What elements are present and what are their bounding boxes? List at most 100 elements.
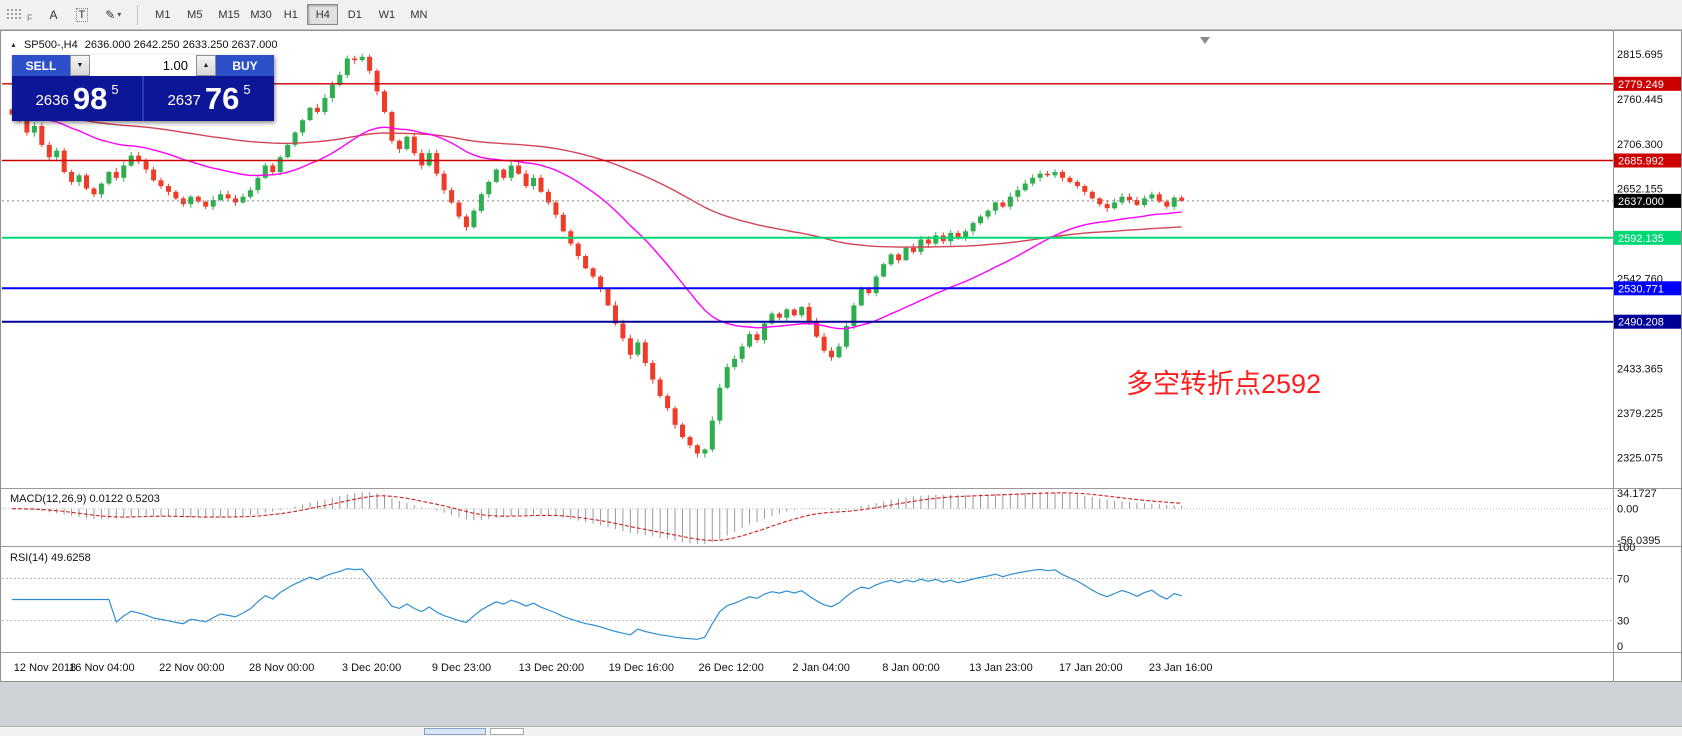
price-badge <box>1614 153 1681 168</box>
timeframe-button-h4[interactable]: H4 <box>307 4 339 25</box>
svg-text:70: 70 <box>1617 574 1629 586</box>
timeframe-button-m15[interactable]: M15 <box>211 4 242 25</box>
svg-text:13 Jan 23:00: 13 Jan 23:00 <box>969 662 1033 674</box>
ma-fast-line <box>11 113 1182 330</box>
svg-text:0.00: 0.00 <box>1617 504 1638 516</box>
svg-text:2325.075: 2325.075 <box>1617 453 1663 465</box>
chart-annotation-text[interactable]: 多空转折点2592 <box>1126 369 1322 399</box>
svg-text:2779.249: 2779.249 <box>1618 79 1664 91</box>
text-box-tool-button[interactable]: T <box>69 4 96 26</box>
svg-text:2815.695: 2815.695 <box>1617 49 1663 61</box>
chevron-down-icon: ▾ <box>117 10 122 19</box>
svg-text:2433.365: 2433.365 <box>1617 363 1663 375</box>
timeframe-button-m5[interactable]: M5 <box>179 4 210 25</box>
ma-slow-line <box>11 113 1182 248</box>
pencil-icon: ✎ <box>105 7 116 22</box>
price-badge <box>1614 281 1681 296</box>
sell-button[interactable]: SELL <box>12 55 70 76</box>
svg-text:12 Nov 2018: 12 Nov 2018 <box>14 662 76 674</box>
svg-text:2592.135: 2592.135 <box>1618 233 1664 245</box>
letter-t-box-icon: T <box>75 7 89 22</box>
main-price-panel[interactable] <box>2 53 1613 458</box>
timeframe-button-m1[interactable]: M1 <box>147 4 178 25</box>
timeframe-button-h1[interactable]: H1 <box>275 4 306 25</box>
trade-controls-row: SELL ▼ ▲ BUY <box>12 55 274 76</box>
svg-text:3 Dec 20:00: 3 Dec 20:00 <box>342 662 401 674</box>
svg-text:2379.225: 2379.225 <box>1617 408 1663 420</box>
symbol-timeframe-label: SP500-,H4 <box>23 39 78 51</box>
volume-increase-button[interactable]: ▲ <box>196 55 216 76</box>
svg-text:23 Jan 16:00: 23 Jan 16:00 <box>1149 662 1213 674</box>
buy-price-frac: 5 <box>243 82 251 97</box>
svg-text:34.1727: 34.1727 <box>1617 488 1657 500</box>
svg-text:100: 100 <box>1617 542 1635 554</box>
triangle-down-icon: ▼ <box>76 62 84 69</box>
candles <box>9 53 1185 458</box>
svg-text:9 Dec 23:00: 9 Dec 23:00 <box>432 662 491 674</box>
svg-text:16 Nov 04:00: 16 Nov 04:00 <box>69 662 134 674</box>
triangle-up-icon: ▲ <box>202 62 210 69</box>
svg-text:2530.771: 2530.771 <box>1618 283 1664 295</box>
rsi-label: RSI(14) 49.6258 <box>10 552 91 564</box>
price-badge <box>1614 314 1681 329</box>
toolbar: F A T ✎ ▾ M1 M5 M15 M30 H1 H4 D1 W1 MN <box>0 0 1682 30</box>
svg-text:2706.300: 2706.300 <box>1617 139 1663 151</box>
rsi-panel[interactable]: RSI(14) 49.6258 100 70 30 0 <box>2 542 1635 653</box>
svg-text:28 Nov 00:00: 28 Nov 00:00 <box>249 662 314 674</box>
chart-shift-marker-icon[interactable] <box>1200 37 1210 44</box>
svg-text:17 Jan 20:00: 17 Jan 20:00 <box>1059 662 1123 674</box>
chart-ohlc-title: ▲ SP500-,H4 2636.000 2642.250 2633.250 2… <box>10 39 277 51</box>
buy-price-main: 2637 <box>167 91 201 109</box>
svg-text:0: 0 <box>1617 641 1623 653</box>
svg-text:13 Dec 20:00: 13 Dec 20:00 <box>519 662 584 674</box>
buy-price-display[interactable]: 2637 76 5 <box>144 76 274 121</box>
rsi-line <box>12 567 1182 640</box>
bottom-tab[interactable] <box>490 728 524 735</box>
svg-text:19 Dec 16:00: 19 Dec 16:00 <box>609 662 674 674</box>
trade-price-row: 2636 98 5 2637 76 5 <box>12 76 274 121</box>
macd-panel[interactable]: MACD(12,26,9) 0.0122 0.5203 34.1727 0.00 -5… <box>2 488 1660 547</box>
one-click-trading-panel: SELL ▼ ▲ BUY 2636 98 5 2637 76 5 <box>12 55 274 121</box>
price-badge <box>1614 76 1681 91</box>
svg-text:26 Dec 12:00: 26 Dec 12:00 <box>698 662 763 674</box>
ohlc-values: 2636.000 2642.250 2633.250 2637.000 <box>84 39 278 51</box>
buy-button[interactable]: BUY <box>216 55 274 76</box>
timeframe-button-mn[interactable]: MN <box>403 4 434 25</box>
svg-text:30: 30 <box>1617 616 1629 628</box>
buy-price-pips: 76 <box>204 81 240 116</box>
f-marker-label: F <box>27 12 33 23</box>
timeframe-button-m30[interactable]: M30 <box>243 4 274 25</box>
price-badge <box>1614 230 1681 245</box>
toolbar-separator <box>137 4 139 25</box>
drawing-tools-button[interactable]: ✎ ▾ <box>98 4 128 26</box>
timeframe-toolbar: M1 M5 M15 M30 H1 H4 D1 W1 MN <box>147 4 435 25</box>
toolbar-grip-icon[interactable] <box>6 8 22 21</box>
volume-decrease-button[interactable]: ▼ <box>70 55 90 76</box>
macd-label: MACD(12,26,9) 0.0122 0.5203 <box>10 493 160 505</box>
svg-text:-56.0395: -56.0395 <box>1617 535 1660 547</box>
mdi-background <box>0 682 1682 726</box>
bottom-tab[interactable] <box>424 728 486 735</box>
horizontal-level-lines <box>2 83 1613 323</box>
sell-price-frac: 5 <box>111 82 119 97</box>
svg-text:2760.445: 2760.445 <box>1617 94 1663 106</box>
svg-text:2490.208: 2490.208 <box>1618 317 1664 329</box>
macd-signal-line <box>12 492 1182 542</box>
sell-price-display[interactable]: 2636 98 5 <box>12 76 142 121</box>
svg-text:2637.000: 2637.000 <box>1618 196 1664 208</box>
svg-text:2685.992: 2685.992 <box>1618 156 1664 168</box>
price-scale: 2815.6952760.4452706.3002652.1552542.760… <box>1613 30 1681 682</box>
price-divider <box>142 76 144 121</box>
chart-canvas[interactable]: 2815.6952760.4452706.3002652.1552542.760… <box>0 30 1682 682</box>
grip-dots-icon <box>7 9 21 19</box>
collapse-arrow-icon[interactable]: ▲ <box>10 41 17 49</box>
timeframe-button-d1[interactable]: D1 <box>339 4 370 25</box>
volume-input[interactable] <box>90 55 196 76</box>
svg-text:2652.155: 2652.155 <box>1617 183 1663 195</box>
sell-price-main: 2636 <box>35 91 69 109</box>
text-label-tool-button[interactable]: A <box>42 4 66 26</box>
price-badge <box>1614 193 1681 208</box>
letter-a-icon: A <box>49 7 58 22</box>
svg-text:8 Jan 00:00: 8 Jan 00:00 <box>882 662 940 674</box>
timeframe-button-w1[interactable]: W1 <box>371 4 402 25</box>
